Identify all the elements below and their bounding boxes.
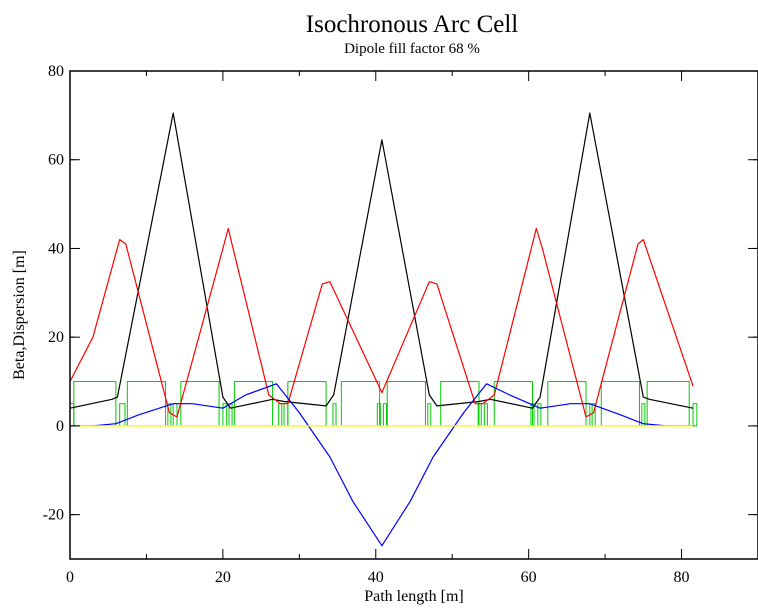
dipole-magnet-0 bbox=[73, 381, 117, 427]
quad-magnet-11 bbox=[427, 403, 432, 427]
y-tick-label: 20 bbox=[48, 329, 64, 346]
quad-magnet-13 bbox=[483, 403, 488, 427]
dipole-magnet-1 bbox=[126, 381, 167, 427]
y-tick-label: 40 bbox=[48, 240, 64, 257]
x-tick-label: 60 bbox=[521, 569, 537, 586]
quad-magnet-10 bbox=[382, 403, 387, 427]
y-tick-label: 80 bbox=[48, 63, 64, 80]
y-tick-label: -20 bbox=[43, 507, 64, 524]
x-tick-label: 40 bbox=[368, 569, 384, 586]
plot-frame bbox=[69, 70, 758, 560]
quad-magnet-19 bbox=[692, 403, 698, 427]
series-line-1 bbox=[69, 227, 694, 418]
quad-magnet-1 bbox=[119, 403, 126, 427]
y-axis-label: Beta,Dispersion [m] bbox=[11, 250, 28, 380]
series-lines bbox=[69, 112, 694, 547]
chart-subtitle: Dipole fill factor 68 % bbox=[344, 41, 480, 57]
dipole-magnet-5 bbox=[340, 381, 381, 427]
x-tick-label: 20 bbox=[215, 569, 231, 586]
series-line-2 bbox=[70, 383, 693, 547]
quad-magnet-18 bbox=[641, 403, 646, 427]
y-tick-label: 0 bbox=[56, 418, 64, 435]
chart-title: Isochronous Arc Cell bbox=[306, 11, 519, 38]
x-axis-label: Path length [m] bbox=[364, 588, 464, 605]
quad-magnet-6 bbox=[278, 403, 283, 427]
quad-magnet-12 bbox=[477, 403, 482, 427]
quad-magnet-9 bbox=[376, 403, 381, 427]
dipole-magnet-10 bbox=[600, 381, 641, 427]
dipole-magnet-6 bbox=[386, 381, 426, 427]
axis-ticks: 0 20 40 60 80 -20 0 20 40 60 80 bbox=[43, 63, 758, 586]
x-tick-label: 80 bbox=[674, 569, 690, 586]
x-tick-label: 0 bbox=[66, 569, 74, 586]
y-tick-label: 60 bbox=[48, 152, 64, 169]
series-line-0 bbox=[69, 112, 694, 409]
quad-magnet-7 bbox=[283, 403, 289, 427]
quad-magnet-8 bbox=[332, 403, 337, 427]
